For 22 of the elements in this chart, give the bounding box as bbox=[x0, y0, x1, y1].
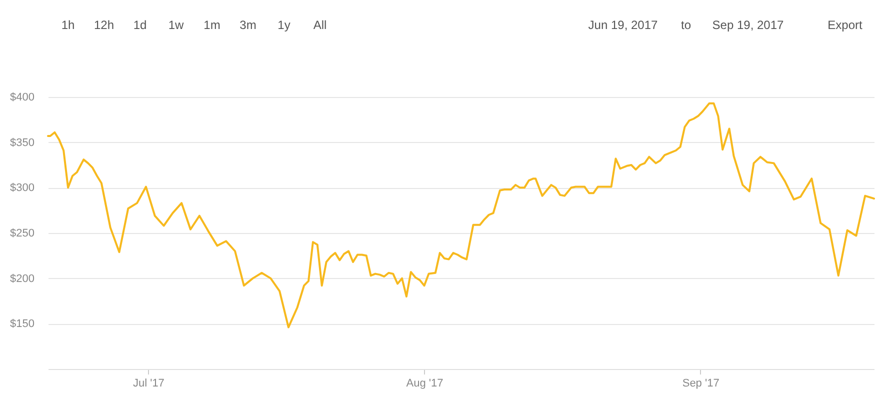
x-tick-label: Jul '17 bbox=[132, 378, 164, 390]
text: Jun 19, 2017 bbox=[588, 18, 658, 32]
text: 3m bbox=[240, 18, 256, 32]
text: to bbox=[680, 18, 692, 32]
y-tick-label: $350 bbox=[10, 136, 34, 149]
y-tick-label: $250 bbox=[10, 228, 34, 240]
text: 1m bbox=[204, 18, 220, 32]
x-tick-label: Sep '17 bbox=[682, 378, 720, 390]
text: 1h bbox=[61, 18, 75, 32]
text: 1d bbox=[133, 18, 147, 32]
y-tick-label: $150 bbox=[10, 318, 34, 330]
text: Export bbox=[828, 18, 864, 32]
text: 1w bbox=[168, 18, 184, 32]
y-tick-label: $400 bbox=[10, 92, 34, 104]
line-series bbox=[47, 102, 875, 328]
y-tick-label: $300 bbox=[10, 182, 34, 194]
text: 1y bbox=[278, 18, 290, 32]
text: Sep 19, 2017 bbox=[712, 18, 784, 32]
y-tick-label: $200 bbox=[10, 272, 34, 285]
text: 12h bbox=[94, 18, 114, 32]
text: All bbox=[313, 18, 327, 32]
x-tick-label: Aug '17 bbox=[406, 378, 444, 390]
